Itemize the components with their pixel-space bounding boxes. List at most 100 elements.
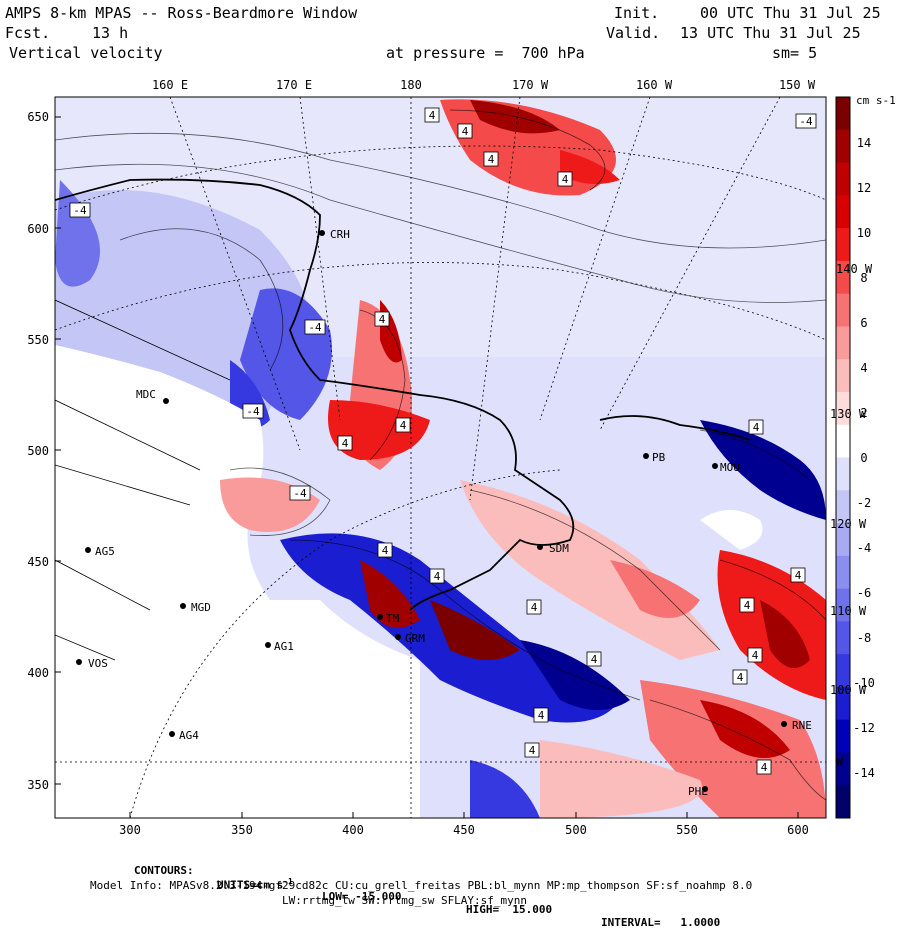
top-tick: 170 W (512, 78, 549, 92)
colorbar-swatch (836, 686, 850, 721)
svg-text:-4: -4 (799, 115, 813, 128)
units-label: UNITS=cm s-1 (217, 877, 293, 892)
colorbar-swatch (836, 359, 850, 393)
colorbar-swatch (836, 129, 850, 164)
colorbar-swatch (836, 424, 850, 458)
colorbar-label: 8 (860, 271, 867, 285)
svg-text:4: 4 (342, 437, 349, 450)
svg-text:-4: -4 (73, 204, 87, 217)
station-label: CRH (330, 228, 350, 241)
svg-text:4: 4 (591, 653, 598, 666)
colorbar-label: -14 (853, 766, 875, 780)
left-tick: 350 (27, 778, 49, 792)
svg-text:4: 4 (488, 153, 495, 166)
colorbar-label: 4 (860, 361, 867, 375)
colorbar-label: 2 (860, 406, 867, 420)
svg-text:4: 4 (795, 569, 802, 582)
svg-text:-4: -4 (293, 487, 307, 500)
station-label: PHL (688, 785, 708, 798)
station-label: AG5 (95, 545, 115, 558)
pressure-level: at pressure = 700 hPa (386, 44, 585, 62)
init-time: 00 UTC Thu 31 Jul 25 (700, 4, 881, 22)
station-label: RNE (792, 719, 812, 732)
left-tick: 400 (27, 666, 49, 680)
init-label: Init. (614, 4, 660, 22)
colorbar-label: 12 (857, 181, 871, 195)
colorbar-swatch (836, 195, 850, 229)
contours-label: CONTOURS: (134, 864, 194, 877)
right-lon-label: W (836, 755, 844, 769)
colorbar-frame (835, 96, 851, 819)
colorbar-swatch (836, 490, 850, 524)
svg-text:4: 4 (379, 313, 386, 326)
svg-text:4: 4 (538, 709, 545, 722)
model-info: Model Info: MPASv8.2.3-194-gf29cd82c CU:… (90, 879, 753, 892)
bottom-tick: 450 (453, 823, 475, 837)
colorbar-label: 0 (860, 451, 867, 465)
left-tick: 650 (27, 110, 49, 124)
left-tick: 600 (27, 222, 49, 236)
plot-title: AMPS 8-km MPAS -- Ross-Beardmore Window (5, 4, 358, 22)
colorbar-swatch (836, 654, 850, 688)
bottom-tick: 350 (231, 823, 253, 837)
colorbar-swatch (836, 719, 850, 753)
model-info-physics: LW:rrtmg_lw SW:rrtmg_sw SFLAY:sf_mynn (282, 894, 528, 907)
right-lon-label: 120 W (830, 517, 867, 531)
valid-label: Valid. (606, 24, 661, 42)
colorbar-swatch (836, 588, 850, 622)
station-label: AG4 (179, 729, 199, 742)
svg-text:4: 4 (744, 599, 751, 612)
right-lon-label: 110 W (830, 604, 867, 618)
colorbar-swatch (836, 391, 850, 426)
colorbar-units: cm s-1 (856, 94, 896, 107)
station-label: MDC (136, 388, 156, 401)
colorbar-swatch (836, 785, 850, 819)
svg-text:4: 4 (434, 570, 441, 583)
bottom-tick: 550 (676, 823, 698, 837)
color-scale-bar (835, 96, 851, 819)
colorbar-swatch (836, 326, 850, 360)
top-tick: 180 (400, 78, 422, 92)
station-label: GRM (405, 632, 425, 645)
valid-time: 13 UTC Thu 31 Jul 25 (680, 24, 861, 42)
svg-text:-4: -4 (246, 405, 260, 418)
colorbar-swatch (836, 621, 850, 655)
vertical-velocity-map: 4 4 4 4 -4 -4 -4 4 -4 4 4 4 -4 4 4 4 4 4… (27, 78, 896, 837)
colorbar-label: -10 (853, 676, 875, 690)
colorbar-label: 6 (860, 316, 867, 330)
colorbar-swatch (836, 97, 850, 131)
left-tick: 550 (27, 333, 49, 347)
svg-text:4: 4 (382, 544, 389, 557)
colorbar-swatch (836, 260, 850, 295)
svg-text:4: 4 (429, 109, 436, 122)
left-tick: 500 (27, 444, 49, 458)
station-label: MOU (720, 461, 740, 474)
right-lon-label: 140 W (836, 262, 873, 276)
forecast-label: Fcst. (5, 24, 51, 42)
colorbar-swatch (836, 555, 850, 590)
colorbar-label: -8 (857, 631, 871, 645)
top-tick: 160 E (152, 78, 188, 92)
colorbar-swatch (836, 523, 850, 557)
svg-text:4: 4 (531, 601, 538, 614)
interval-value: INTERVAL= 1.0000 (601, 916, 721, 929)
top-tick: 170 E (276, 78, 312, 92)
svg-text:4: 4 (562, 173, 569, 186)
svg-text:4: 4 (761, 761, 768, 774)
top-tick: 160 W (636, 78, 673, 92)
station-label: VOS (88, 657, 108, 670)
svg-text:4: 4 (529, 744, 536, 757)
colorbar-label: -6 (857, 586, 871, 600)
colorbar-swatch (836, 457, 850, 491)
svg-text:4: 4 (753, 421, 760, 434)
bottom-tick: 600 (787, 823, 809, 837)
colorbar-label: -2 (857, 496, 871, 510)
colorbar-swatch (836, 162, 850, 196)
forecast-hour: 13 h (92, 24, 129, 42)
colorbar-label: -12 (853, 721, 875, 735)
colorbar-label: 14 (857, 136, 871, 150)
station-label: AG1 (274, 640, 294, 653)
map-field: 4 4 4 4 -4 -4 -4 4 -4 4 4 4 -4 4 4 4 4 4… (55, 97, 826, 818)
station-label: TM (386, 612, 400, 625)
smoothing-value: sm= 5 (772, 44, 818, 62)
